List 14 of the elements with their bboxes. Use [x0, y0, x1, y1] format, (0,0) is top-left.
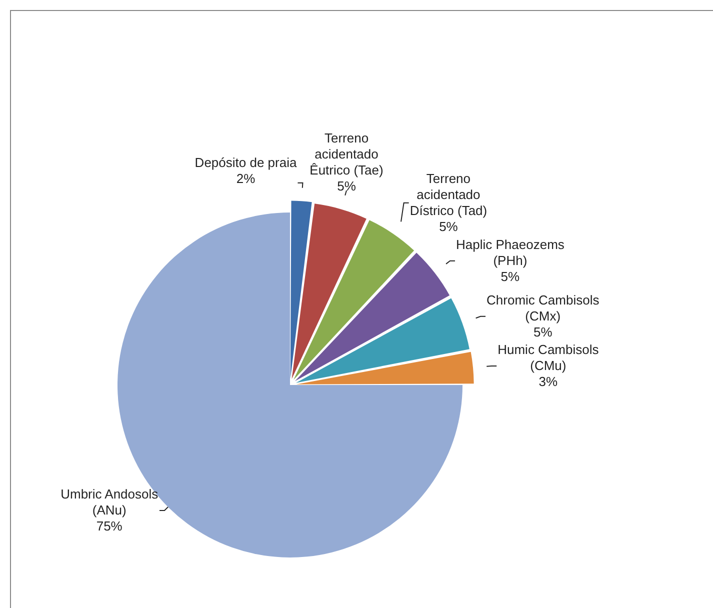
slice-label: Haplic Phaeozems (PHh)	[456, 236, 565, 268]
data-label: 5%	[439, 218, 458, 234]
data-label: 5%	[533, 324, 553, 340]
data-label: 5%	[500, 268, 520, 284]
slice-label: Humic Cambisols (CMu)	[498, 342, 600, 373]
data-label: 3%	[538, 374, 558, 389]
slice-label: Terreno acidentado Dístrico (Tad)	[410, 170, 488, 218]
slice-label: Umbric Andosols (ANu)	[60, 486, 159, 518]
data-label: 75%	[96, 518, 123, 534]
slice-label: Terreno acidentado Êutrico (Tae)	[310, 130, 384, 178]
data-label: 5%	[337, 178, 356, 194]
slice-label: Depósito de praia	[194, 154, 298, 170]
data-label: 2%	[236, 170, 256, 186]
slice-label: Chromic Cambisols (CMx)	[486, 292, 600, 324]
